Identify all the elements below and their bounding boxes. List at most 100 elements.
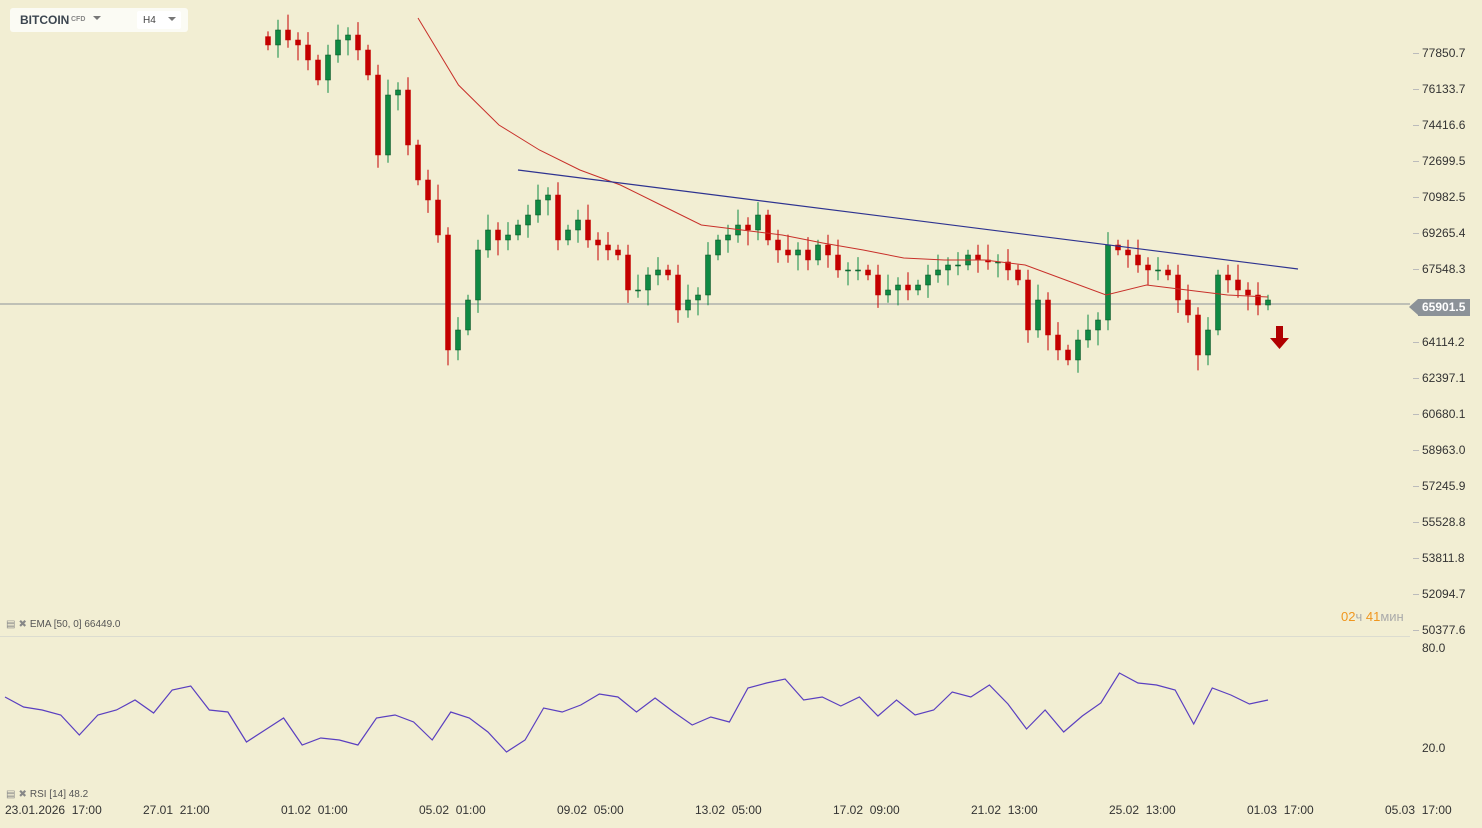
chevron-down-icon[interactable] <box>93 16 101 20</box>
candle-up <box>1215 274 1221 331</box>
chevron-down-icon[interactable] <box>168 17 176 21</box>
pane-divider[interactable] <box>0 636 1410 637</box>
candle-down <box>365 49 371 76</box>
candle-up <box>1265 299 1271 306</box>
candle-down <box>1165 269 1171 276</box>
candle-up <box>515 224 521 236</box>
candle-down <box>835 254 841 271</box>
candle-down <box>765 214 771 241</box>
price-label: 62397.1 <box>1422 370 1466 385</box>
candle-down <box>375 74 381 156</box>
price-tick <box>1413 630 1419 632</box>
candle-down <box>1235 279 1241 291</box>
candle-down <box>865 269 871 276</box>
time-label: 09.02 05:00 <box>557 803 624 817</box>
candle-up <box>895 284 901 291</box>
symbol-selector[interactable]: BITCOIN CFD H4 <box>10 8 188 32</box>
settings-icon[interactable]: ▤ <box>6 619 16 630</box>
candle-down <box>315 59 321 81</box>
price-tick <box>1413 125 1419 127</box>
candle-down <box>805 249 811 261</box>
price-label: 53811.8 <box>1422 550 1465 565</box>
ema-legend: ▤ ✖ EMA [50, 0] 66449.0 <box>6 619 120 630</box>
candle-down <box>415 144 421 181</box>
candle-up <box>465 299 471 331</box>
candle-down <box>355 34 361 51</box>
candle-up <box>475 249 481 301</box>
arrow-down-icon <box>1270 326 1289 349</box>
price-label: 74416.6 <box>1422 118 1466 133</box>
candle-down <box>1145 264 1151 271</box>
candle-down <box>1015 269 1021 281</box>
candle-up <box>455 329 461 351</box>
candle-up <box>575 219 581 231</box>
timeframe-selector[interactable]: H4 <box>137 11 181 29</box>
time-label: 25.02 13:00 <box>1109 803 1176 817</box>
candle-down <box>775 239 781 251</box>
candle-up <box>685 299 691 311</box>
candle-down <box>435 199 441 236</box>
candle-up <box>535 199 541 216</box>
candle-up <box>655 269 661 276</box>
candle-down <box>625 254 631 291</box>
candle-up <box>755 214 761 231</box>
symbol-type: CFD <box>71 16 86 23</box>
candle-up <box>815 244 821 261</box>
price-tick <box>1413 233 1419 235</box>
candle-down <box>1195 314 1201 356</box>
candle-down <box>285 29 291 41</box>
candle-up <box>505 234 511 241</box>
candle-down <box>585 219 591 241</box>
candle-down <box>1135 254 1141 266</box>
candle-down <box>1245 289 1251 296</box>
candle-up <box>945 264 951 271</box>
candle-down <box>1175 274 1181 301</box>
candle-down <box>495 229 501 241</box>
trendline <box>517 169 1299 270</box>
candle-up <box>395 89 401 96</box>
candle-down <box>295 39 301 46</box>
time-label: 23.01.2026 17:00 <box>5 803 102 817</box>
candle-down <box>425 179 431 201</box>
price-label: 57245.9 <box>1422 478 1466 493</box>
candle-up <box>645 274 651 291</box>
candle-up <box>925 274 931 286</box>
candle-countdown: 02ч 41мин <box>1341 609 1404 624</box>
candle-down <box>605 244 611 251</box>
candle-down <box>675 274 681 311</box>
price-label: 72699.5 <box>1422 154 1466 169</box>
time-label: 27.01 21:00 <box>143 803 210 817</box>
candle-up <box>955 264 961 267</box>
candle-up <box>935 269 941 276</box>
price-tick <box>1413 269 1419 271</box>
candle-down <box>1115 244 1121 251</box>
candle-down <box>1025 279 1031 331</box>
candle-down <box>405 89 411 146</box>
price-tick <box>1413 449 1419 451</box>
candle-up <box>845 269 851 272</box>
price-label: 55528.8 <box>1422 514 1466 529</box>
close-icon[interactable]: ✖ <box>18 789 27 800</box>
rsi-label: RSI [14] 48.2 <box>29 789 89 800</box>
time-label: 05.02 01:00 <box>419 803 486 817</box>
rsi-axis-label: 20.0 <box>1422 741 1446 755</box>
close-icon[interactable]: ✖ <box>18 619 27 630</box>
timer-hours-unit: ч <box>1355 609 1363 624</box>
candle-up <box>325 54 331 81</box>
price-label: 77850.7 <box>1422 46 1466 60</box>
candle-up <box>565 229 571 241</box>
price-tick <box>1413 197 1419 199</box>
candle-down <box>265 36 271 46</box>
price-tick <box>1413 413 1419 415</box>
candle-up <box>335 39 341 56</box>
settings-icon[interactable]: ▤ <box>6 789 16 800</box>
candle-up <box>885 289 891 296</box>
candle-up <box>715 239 721 256</box>
candle-up <box>1095 319 1101 331</box>
candle-down <box>875 274 881 296</box>
candle-up <box>635 289 641 292</box>
candle-down <box>305 44 311 61</box>
candle-down <box>745 224 751 231</box>
candle-down <box>555 194 561 241</box>
